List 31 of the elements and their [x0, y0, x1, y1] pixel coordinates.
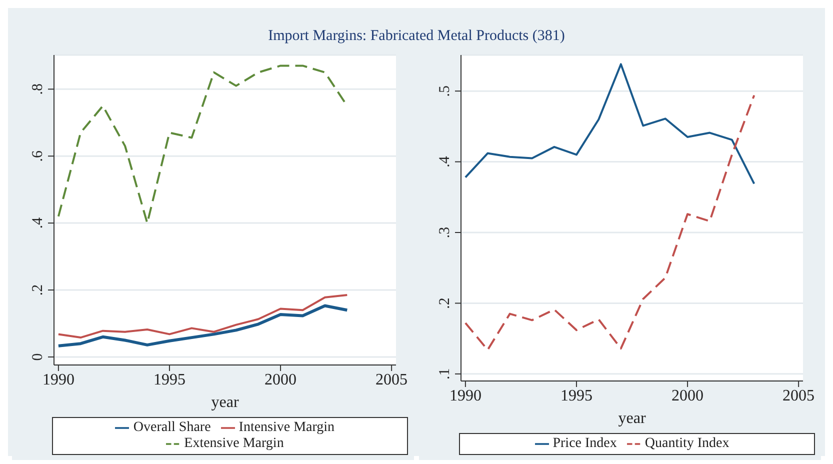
legend-label: Price Index	[552, 436, 617, 451]
x-tick-label: 2000	[264, 371, 297, 388]
line-series	[56, 304, 349, 348]
x-axis-title: year	[618, 410, 646, 427]
y-tick-label: .4	[437, 156, 453, 168]
x-tick-label: 2005	[782, 387, 815, 404]
legend-label: Intensive Margin	[238, 420, 335, 435]
y-tick-label: .5	[437, 85, 453, 97]
y-tick-label: .8	[30, 84, 46, 95]
y-tick-label: 0	[30, 353, 46, 361]
y-tick-label: .2	[437, 298, 453, 309]
x-tick-label: 2005	[376, 371, 408, 388]
y-tick-label: .1	[437, 368, 453, 380]
x-tick-label: 2000	[672, 387, 704, 404]
chart-title: Import Margins: Fabricated Metal Products (381)	[267, 27, 566, 46]
line-series	[464, 94, 756, 351]
y-tick-label: .3	[437, 226, 453, 238]
y-tick-label: .6	[30, 150, 46, 162]
x-tick-label: 1990	[449, 387, 482, 404]
line-series	[57, 294, 348, 339]
line-series	[57, 64, 348, 224]
y-tick-label: .4	[30, 216, 46, 229]
legend-label: Quantity Index	[644, 436, 730, 451]
x-axis-title: year	[211, 394, 240, 411]
x-tick-label: 1995	[153, 371, 186, 388]
legend-label: Overall Share	[133, 420, 211, 435]
legend-label: Extensive Margin	[184, 436, 284, 451]
line-series	[464, 63, 756, 185]
x-tick-label: 1990	[42, 371, 74, 388]
x-tick-label: 1995	[560, 387, 592, 404]
y-tick-label: .2	[30, 284, 46, 296]
